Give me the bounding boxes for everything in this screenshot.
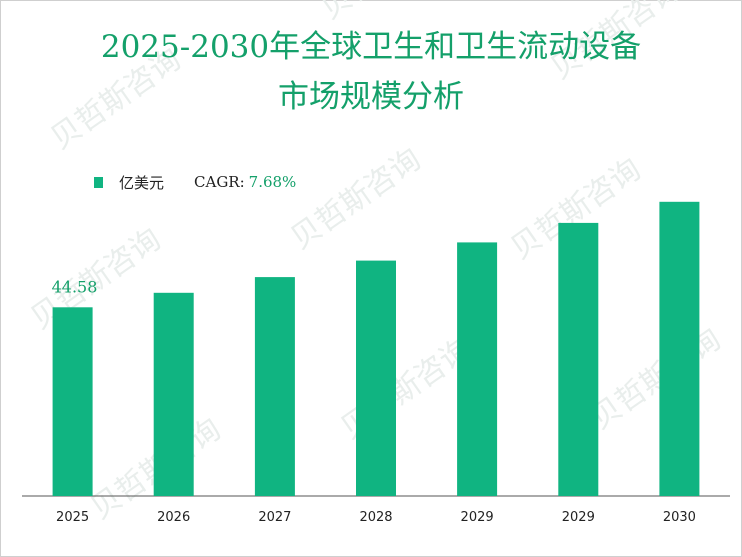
watermark-text: 贝哲斯咨询 xyxy=(285,142,428,257)
data-label-2025: 44.58 xyxy=(52,277,98,296)
x-tick-labels: 2025 2026 2027 2028 2029 2029 2030 xyxy=(56,510,696,525)
legend: 亿美元 CAGR: 7.68% xyxy=(94,170,296,194)
x-tick-label: 2029 xyxy=(562,510,595,525)
x-tick-label: 2025 xyxy=(56,510,89,525)
bar-2027 xyxy=(254,277,295,496)
bar-2028 xyxy=(356,260,396,496)
chart-title-line2: 市场规模分析 xyxy=(278,79,464,115)
legend-cagr-label: CAGR: xyxy=(194,173,245,191)
legend-cagr-value: 7.68% xyxy=(248,173,297,191)
legend-swatch xyxy=(94,176,103,188)
bar-series xyxy=(52,201,700,497)
watermark-text: 贝哲斯咨询 xyxy=(585,322,728,437)
data-labels: 44.58 xyxy=(52,277,98,296)
legend-unit-label: 亿美元 xyxy=(119,173,165,192)
x-tick-label: 2028 xyxy=(359,510,392,525)
bar-2026 xyxy=(153,292,194,496)
x-tick-label: 2026 xyxy=(157,510,190,525)
chart-title: 2025-2030年全球卫生和卫生流动设备 市场规模分析 xyxy=(0,22,742,122)
bar-2030 xyxy=(659,201,700,497)
x-tick-label: 2030 xyxy=(663,510,696,525)
chart-title-line1: 2025-2030年全球卫生和卫生流动设备 xyxy=(100,29,642,65)
x-tick-label: 2029 xyxy=(461,510,494,525)
bar-2029 xyxy=(558,222,599,496)
watermark-text: 贝哲斯咨询 xyxy=(335,332,478,447)
x-tick-label: 2027 xyxy=(258,510,291,525)
bar-2029 xyxy=(457,242,498,496)
bar-2025 xyxy=(52,307,93,496)
